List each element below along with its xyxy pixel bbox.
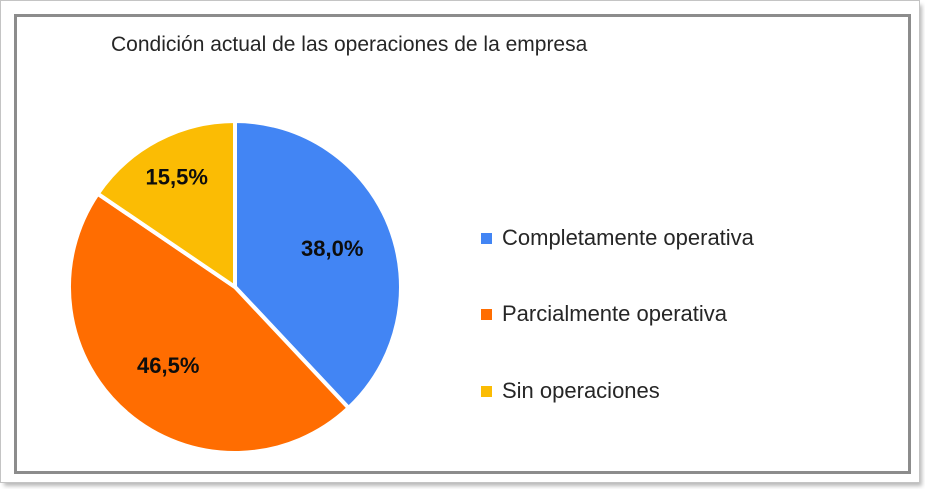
legend-swatch-blue-icon bbox=[481, 232, 492, 244]
legend-swatch-yellow-icon bbox=[481, 385, 492, 397]
pie-slice-2 bbox=[95, 119, 237, 289]
slice-value-label: 46,5% bbox=[137, 353, 199, 378]
pie-chart: 38,0% 46,5% 15,5% bbox=[67, 119, 403, 456]
legend-label: Sin operaciones bbox=[502, 378, 660, 403]
legend-item-parcialmente-operativa: Parcialmente operativa bbox=[481, 301, 727, 327]
legend-item-completamente-operativa: Completamente operativa bbox=[481, 225, 754, 251]
legend-swatch-orange-icon bbox=[481, 308, 492, 320]
legend-label: Completamente operativa bbox=[502, 225, 754, 250]
slice-value-label: 38,0% bbox=[301, 236, 363, 261]
chart-legend: Completamente operativa Parcialmente ope… bbox=[481, 1, 901, 482]
pie-slice-0 bbox=[233, 119, 403, 411]
chart-title: Condición actual de las operaciones de l… bbox=[111, 33, 588, 56]
legend-label: Parcialmente operativa bbox=[502, 301, 728, 326]
slice-value-label: 15,5% bbox=[146, 165, 208, 190]
legend-item-sin-operaciones: Sin operaciones bbox=[481, 378, 660, 404]
pie-slice-1 bbox=[67, 191, 351, 456]
